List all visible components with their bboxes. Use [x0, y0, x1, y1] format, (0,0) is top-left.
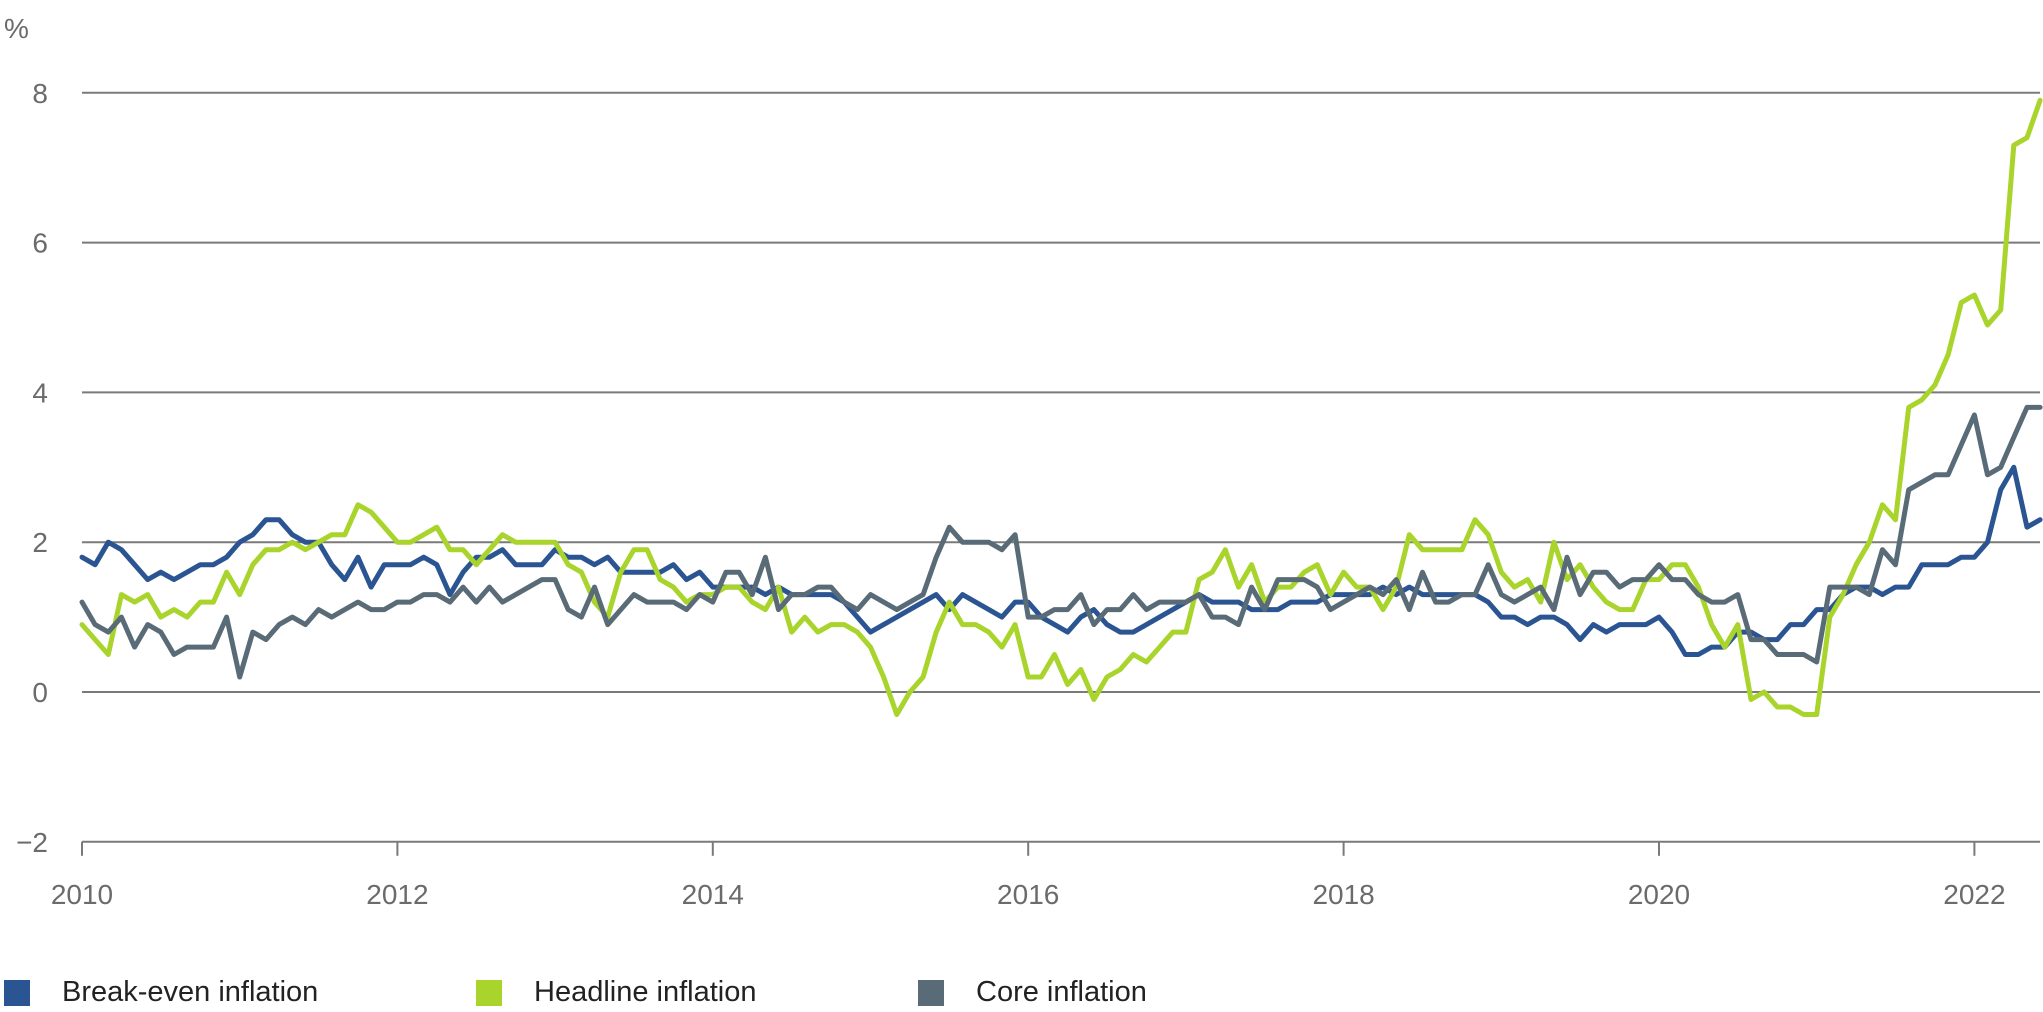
y-tick-label: −2 — [16, 827, 48, 858]
legend-item-break-even: Break-even inflation — [4, 976, 318, 1009]
y-tick-label: 2 — [32, 527, 48, 558]
y-tick-label: 8 — [32, 78, 48, 109]
x-tick-label: 2012 — [366, 879, 428, 910]
y-axis-ticks: −2 0 2 4 6 8 — [16, 78, 48, 858]
legend-item-headline: Headline inflation — [476, 976, 756, 1009]
series-lines — [79, 97, 2043, 717]
legend-swatch-break-even — [4, 979, 30, 1006]
legend-label: Core inflation — [976, 976, 1147, 1008]
legend-label: Break-even inflation — [62, 976, 319, 1008]
gridlines — [82, 91, 2040, 843]
y-tick-label: 0 — [32, 677, 48, 708]
series-line-break-even-inflation — [79, 464, 2043, 657]
legend: Break-even inflation Headline inflation … — [0, 976, 2043, 1012]
legend-swatch-headline — [476, 979, 502, 1006]
series-line-core-inflation — [79, 404, 2043, 680]
legend-swatch-core — [918, 979, 944, 1006]
x-tick-label: 2018 — [1312, 879, 1374, 910]
series-line-headline-inflation — [79, 97, 2043, 717]
x-tick-label: 2022 — [1943, 879, 2005, 910]
x-tick-label: 2014 — [682, 879, 744, 910]
y-tick-label: 4 — [32, 377, 48, 408]
y-axis-unit-label: % — [4, 13, 29, 44]
x-tick-label: 2020 — [1628, 879, 1690, 910]
x-axis-ticks: 2010 2012 2014 2016 2018 2020 2022 — [51, 841, 2006, 910]
y-tick-label: 6 — [32, 228, 48, 259]
legend-label: Headline inflation — [534, 976, 757, 1008]
x-tick-label: 2016 — [997, 879, 1059, 910]
legend-item-core: Core inflation — [918, 976, 1147, 1009]
x-tick-label: 2010 — [51, 879, 113, 910]
